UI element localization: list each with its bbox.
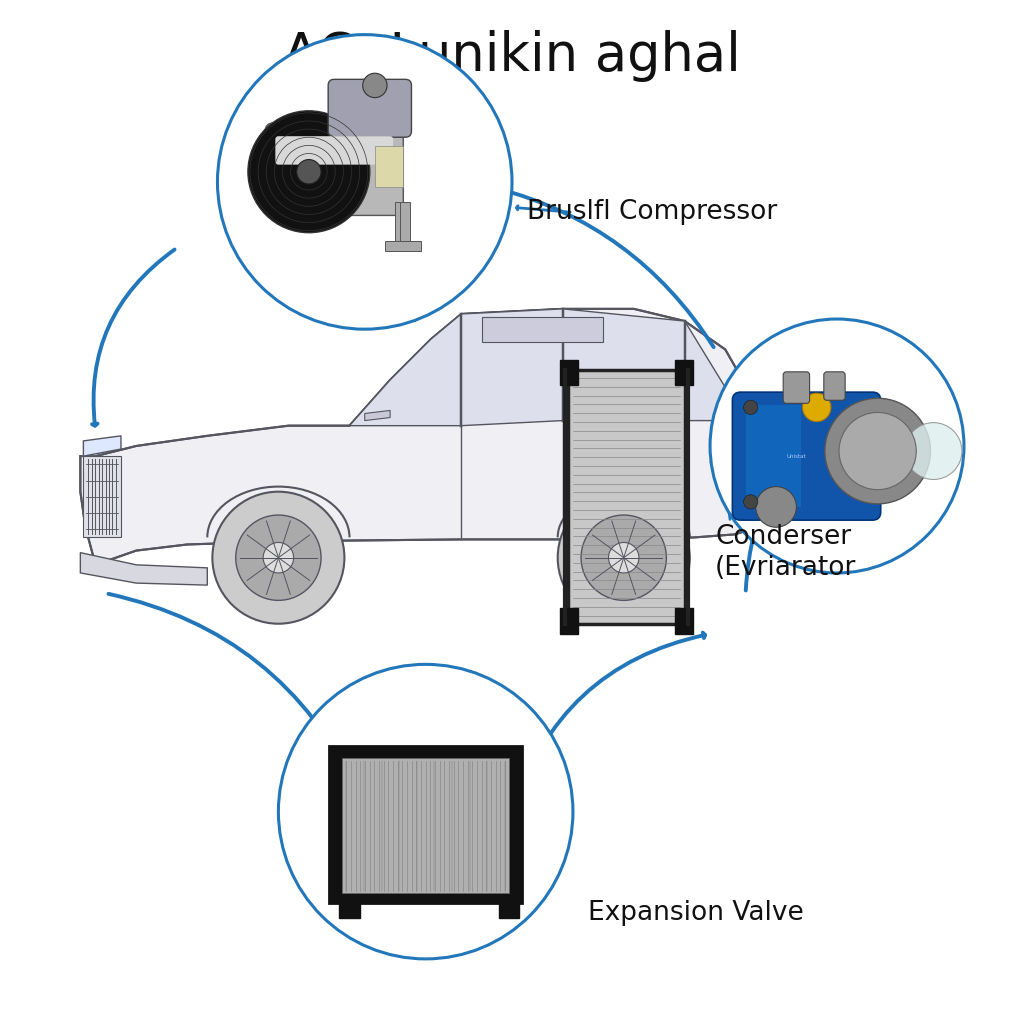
Circle shape	[608, 543, 639, 573]
Bar	[560, 359, 578, 385]
Bar	[339, 898, 359, 919]
Circle shape	[743, 400, 758, 415]
Polygon shape	[83, 436, 121, 456]
Bar	[395, 202, 406, 248]
Bar	[329, 745, 522, 903]
FancyBboxPatch shape	[732, 392, 881, 520]
Bar	[342, 758, 509, 893]
Circle shape	[756, 486, 797, 527]
Bar	[675, 359, 693, 385]
Bar	[560, 608, 578, 634]
Bar	[675, 608, 693, 634]
Polygon shape	[365, 411, 390, 421]
Circle shape	[803, 393, 830, 422]
Bar	[745, 406, 802, 507]
Circle shape	[297, 160, 322, 184]
Text: Conderser
(Evriarator: Conderser (Evriarator	[715, 524, 856, 582]
FancyBboxPatch shape	[824, 372, 845, 400]
Bar	[481, 317, 603, 342]
Text: Bruslfl Compressor: Bruslfl Compressor	[527, 200, 777, 225]
Circle shape	[824, 398, 931, 504]
Bar	[499, 898, 519, 919]
Circle shape	[217, 35, 512, 329]
Circle shape	[236, 515, 322, 600]
FancyBboxPatch shape	[328, 79, 412, 137]
Text: Expansion Valve: Expansion Valve	[588, 900, 804, 926]
Circle shape	[743, 495, 758, 509]
Circle shape	[839, 413, 916, 489]
Circle shape	[905, 423, 962, 479]
Circle shape	[581, 515, 667, 600]
Bar	[375, 146, 403, 187]
Text: Unistat: Unistat	[786, 454, 806, 459]
Text: AC: Lunikin aghal: AC: Lunikin aghal	[283, 30, 741, 82]
Polygon shape	[563, 309, 745, 421]
Bar	[385, 241, 421, 251]
Circle shape	[558, 492, 690, 624]
FancyBboxPatch shape	[265, 123, 403, 215]
Circle shape	[248, 111, 370, 232]
FancyBboxPatch shape	[783, 372, 810, 403]
Circle shape	[263, 543, 294, 573]
Bar	[400, 202, 411, 248]
Circle shape	[212, 492, 344, 624]
Polygon shape	[461, 309, 563, 426]
Circle shape	[710, 319, 964, 573]
Circle shape	[279, 665, 573, 958]
Circle shape	[362, 74, 387, 97]
FancyBboxPatch shape	[275, 136, 393, 165]
Bar	[568, 370, 685, 624]
Polygon shape	[80, 309, 776, 565]
Polygon shape	[349, 314, 461, 426]
Polygon shape	[80, 553, 207, 585]
Bar	[83, 456, 121, 538]
